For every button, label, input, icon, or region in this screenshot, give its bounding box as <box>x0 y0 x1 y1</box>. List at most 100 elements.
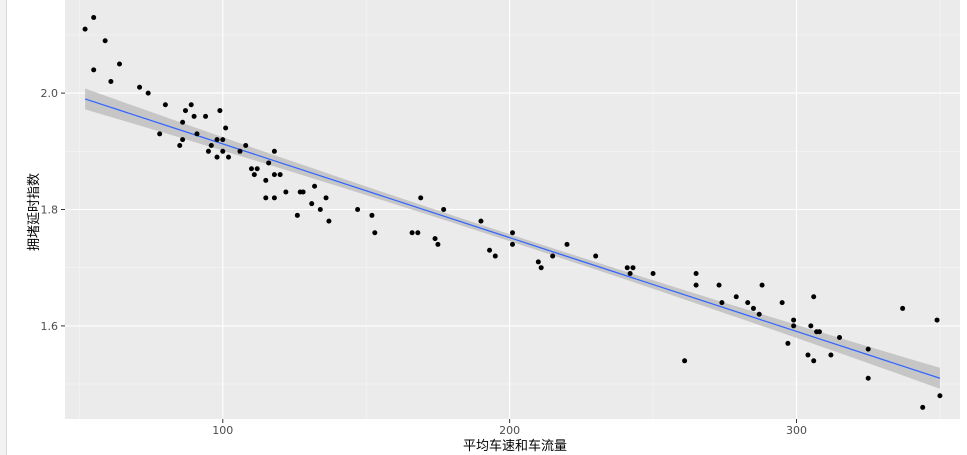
data-point <box>309 201 315 207</box>
y-axis-title: 拥堵延时指数 <box>27 173 42 251</box>
data-point <box>441 207 447 212</box>
data-point <box>157 131 163 137</box>
data-point <box>492 253 498 259</box>
data-point <box>271 172 277 178</box>
data-point <box>934 317 940 323</box>
data-point <box>203 113 209 119</box>
data-point <box>478 218 484 224</box>
x-tick-label: 100 <box>212 424 233 437</box>
data-point <box>243 142 249 148</box>
data-point <box>182 108 188 114</box>
data-point <box>266 160 272 166</box>
y-tick-label: 1.6 <box>41 320 59 333</box>
data-point <box>372 230 378 236</box>
data-point <box>865 375 871 381</box>
data-point <box>865 346 871 352</box>
data-point <box>920 404 926 410</box>
data-point <box>937 393 943 399</box>
data-point <box>745 300 751 306</box>
data-point <box>593 253 599 259</box>
data-point <box>719 300 725 306</box>
data-point <box>162 102 168 108</box>
data-point <box>323 195 329 201</box>
data-point <box>300 189 306 195</box>
data-point <box>759 282 765 288</box>
data-point <box>733 294 739 300</box>
data-point <box>415 230 421 236</box>
data-point <box>91 14 97 20</box>
data-point <box>214 137 220 143</box>
data-point <box>409 230 415 236</box>
window-edge-strip <box>0 0 7 455</box>
data-point <box>791 317 797 323</box>
data-point <box>510 241 515 247</box>
data-points <box>82 14 943 410</box>
data-point <box>137 84 143 90</box>
data-point <box>435 241 441 247</box>
data-point <box>177 142 183 148</box>
regression-line <box>84 98 941 379</box>
x-tick-label: 200 <box>499 424 520 437</box>
y-tick-label: 2.0 <box>41 87 59 100</box>
data-point <box>779 300 785 306</box>
data-point <box>248 166 254 172</box>
data-point <box>369 212 375 218</box>
data-point <box>312 183 318 189</box>
data-point <box>816 329 822 335</box>
data-point <box>538 265 544 271</box>
data-point <box>226 154 232 160</box>
data-point <box>716 282 722 288</box>
data-point <box>220 148 226 154</box>
data-point <box>205 148 211 154</box>
data-point <box>791 323 797 329</box>
data-point <box>263 177 269 183</box>
data-point <box>145 90 151 96</box>
data-point <box>223 125 229 131</box>
data-point <box>510 230 515 236</box>
data-point <box>294 212 300 218</box>
data-point <box>214 154 220 160</box>
data-point <box>811 358 817 364</box>
data-point <box>180 119 186 125</box>
data-point <box>217 108 223 114</box>
data-point <box>220 137 226 143</box>
data-point <box>254 166 260 172</box>
data-point <box>837 335 843 341</box>
data-point <box>535 259 541 265</box>
y-tick-label: 1.8 <box>41 204 59 217</box>
data-point <box>550 253 556 259</box>
data-point <box>117 61 123 67</box>
data-point <box>263 195 269 201</box>
x-axis-ticks: 100 200 300 <box>212 419 807 437</box>
y-axis-ticks: 1.6 1.8 2.0 <box>41 87 65 333</box>
data-point <box>808 323 814 329</box>
data-point <box>180 137 186 143</box>
data-point <box>277 172 283 178</box>
data-point <box>693 282 699 288</box>
data-point <box>756 311 762 317</box>
data-point <box>188 102 194 108</box>
data-point <box>251 172 257 178</box>
data-point <box>194 131 200 137</box>
data-point <box>900 305 906 311</box>
data-point <box>750 305 756 311</box>
data-point <box>432 236 438 242</box>
data-point <box>564 241 570 247</box>
x-tick-label: 300 <box>786 424 807 437</box>
data-point <box>355 207 361 212</box>
data-point <box>283 189 289 195</box>
data-point <box>102 38 108 44</box>
data-point <box>91 67 97 73</box>
data-point <box>191 113 197 119</box>
data-point <box>828 352 834 358</box>
data-point <box>418 195 424 201</box>
data-point <box>271 148 277 154</box>
data-point <box>237 148 243 154</box>
data-point <box>627 271 633 277</box>
data-point <box>805 352 811 358</box>
data-point <box>811 294 817 300</box>
data-point <box>326 218 332 224</box>
data-point <box>271 195 277 201</box>
data-point <box>630 265 636 271</box>
